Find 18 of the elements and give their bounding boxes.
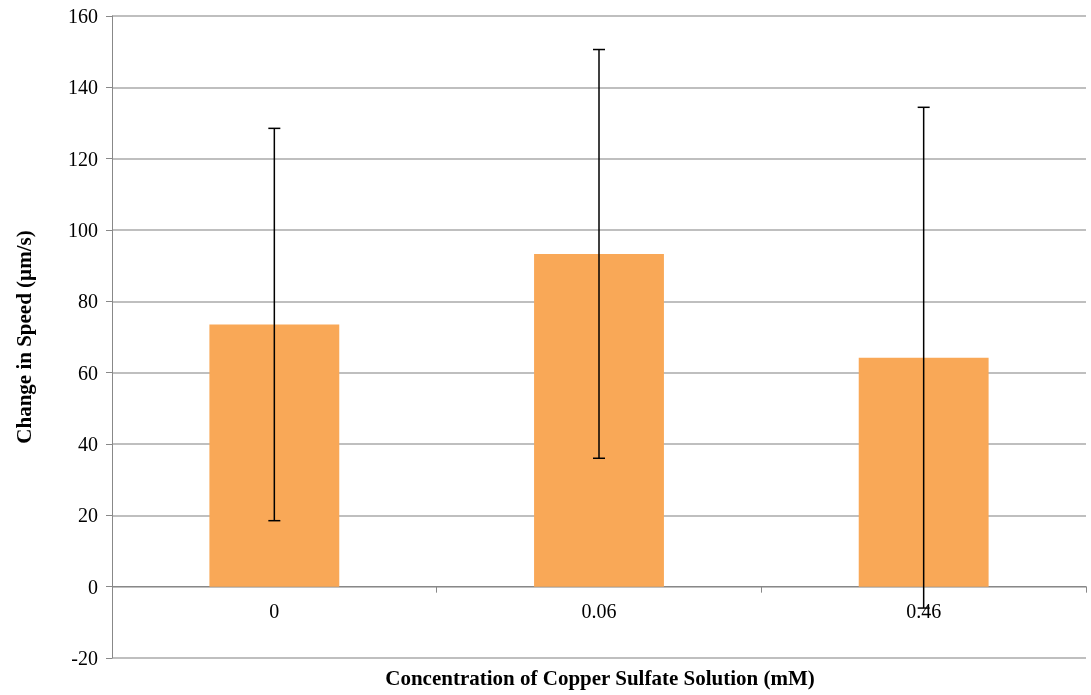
y-axis-title: Change in Speed (µm/s)	[11, 230, 36, 444]
bar	[858, 357, 989, 587]
x-tick-label: 0	[269, 599, 280, 622]
y-tick-label: 80	[78, 290, 98, 313]
x-tick-label: 0.46	[906, 599, 942, 622]
y-tick-label: 120	[68, 147, 98, 170]
y-tick-label: -20	[71, 647, 98, 669]
y-tick-label: 140	[68, 76, 98, 99]
bar	[209, 324, 340, 587]
x-axis-title: Concentration of Copper Sulfate Solution (mM)	[385, 665, 815, 690]
y-tick-label: 40	[78, 433, 98, 455]
bar	[534, 253, 664, 587]
x-tick-label: 0.06	[581, 599, 617, 622]
y-tick-label: 160	[68, 5, 98, 27]
y-tick-label: 100	[68, 219, 98, 241]
y-tick-label: 20	[78, 504, 98, 527]
y-tick-label: 0	[88, 575, 98, 598]
y-tick-label: 60	[78, 361, 98, 384]
